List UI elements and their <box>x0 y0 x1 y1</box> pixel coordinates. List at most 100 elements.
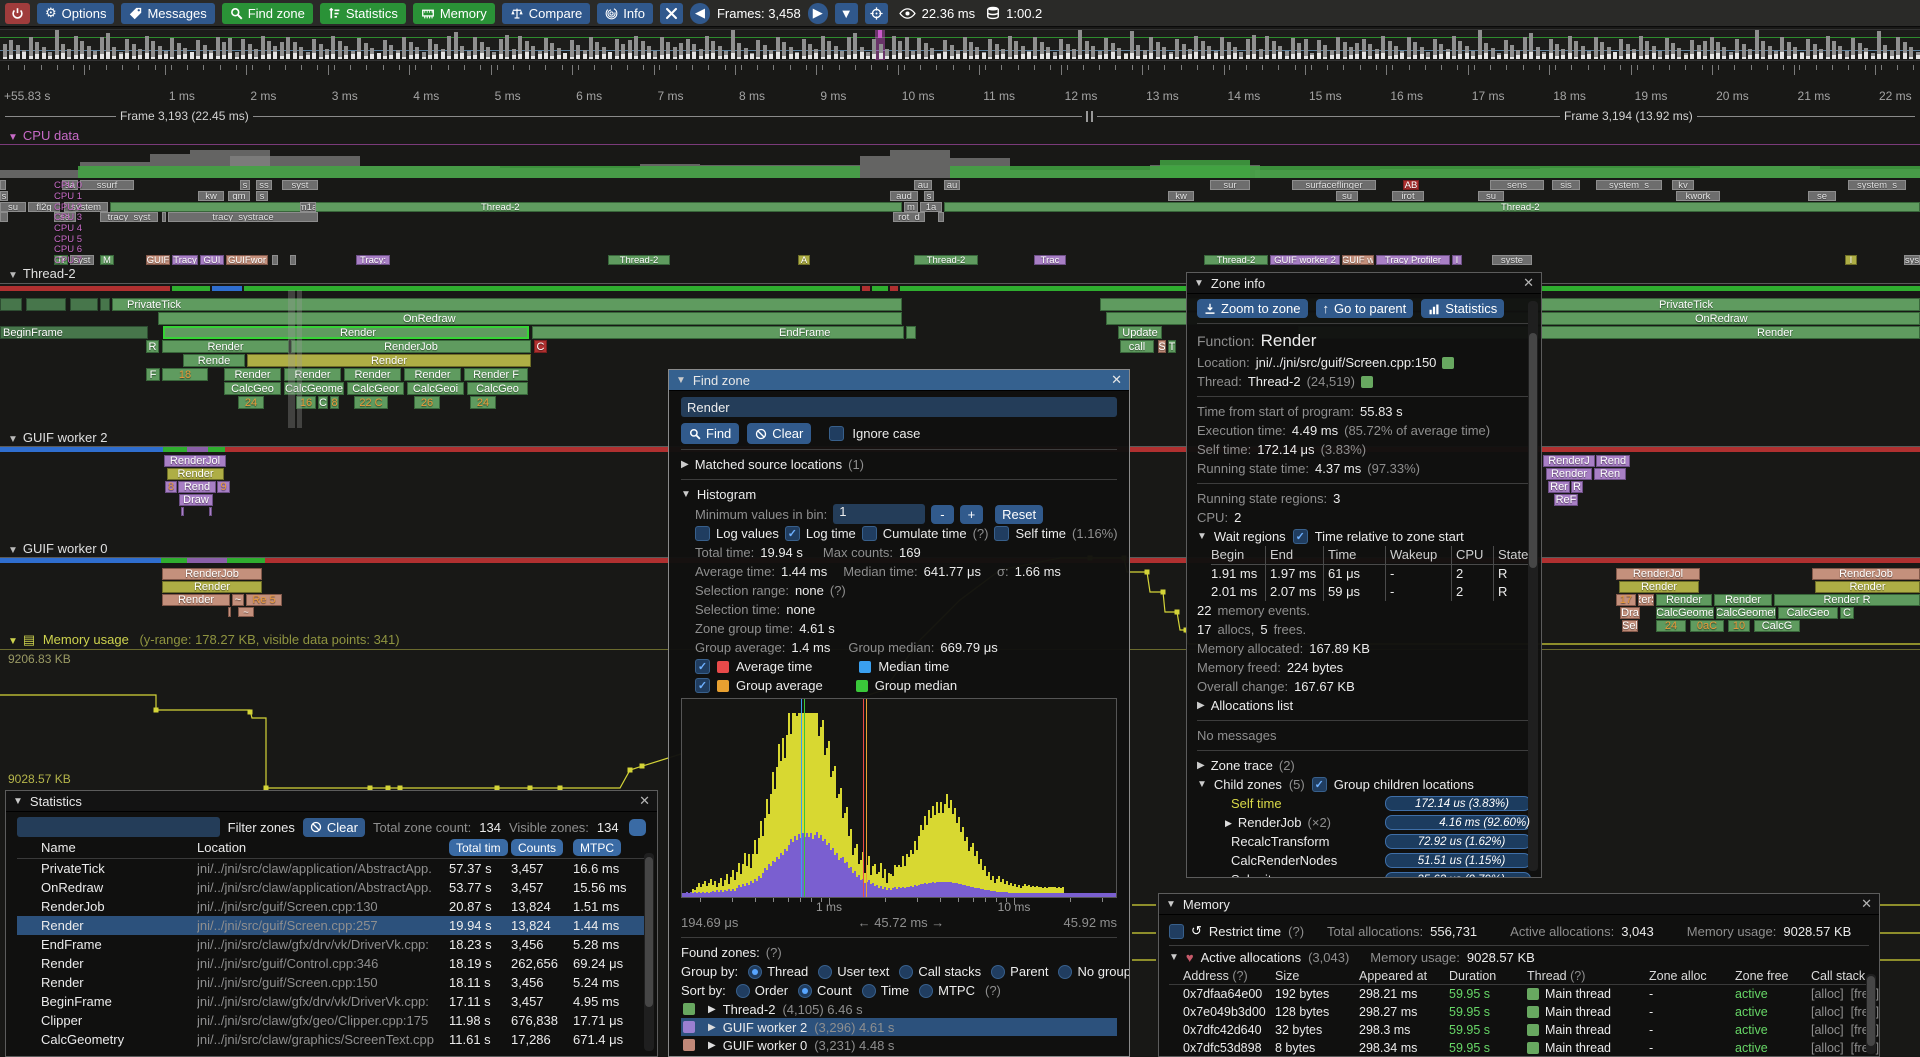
zone[interactable]: CalcGeomet <box>1716 607 1776 619</box>
zone[interactable]: su <box>0 202 26 212</box>
min-bin-input[interactable]: 1 <box>833 504 926 524</box>
zone[interactable]: A <box>798 255 810 265</box>
zone[interactable]: s <box>240 180 250 190</box>
col-thread[interactable]: Thread <box>1527 968 1567 983</box>
zone[interactable]: Render <box>247 354 531 367</box>
child-zone-row[interactable]: ▶ RenderJob (×2) 4.16 ms (92.60%) <box>1225 814 1531 830</box>
allocation-row[interactable]: 0x7dfc53d898 8 bytes 298.34 ms 59.95 s M… <box>1183 1041 1880 1055</box>
allocation-row[interactable]: 0x7dfaa64e00 192 bytes 298.21 ms 59.95 s… <box>1183 987 1880 1001</box>
clear-button[interactable]: Clear <box>747 423 812 444</box>
collapse-icon[interactable]: ▼ <box>1194 277 1204 289</box>
ignore-case-checkbox[interactable]: ✓ <box>829 426 845 441</box>
zone[interactable] <box>162 212 166 222</box>
zone[interactable]: Thread-2 <box>914 255 978 265</box>
table-row[interactable]: CalcGeometry jni/../jni/src/claw/graphic… <box>41 1032 624 1047</box>
zone[interactable]: aud <box>890 191 918 201</box>
histogram-plot[interactable] <box>681 698 1117 898</box>
table-row[interactable]: Render jni/../jni/src/guif/Screen.cpp:15… <box>41 975 620 990</box>
zone[interactable]: Thread-2 <box>110 202 902 212</box>
log-values-checkbox[interactable]: ✓ <box>695 526 710 541</box>
zone[interactable]: RenderJob <box>162 568 262 580</box>
zone[interactable]: OnRedraw <box>158 312 902 325</box>
zone[interactable]: Rende <box>183 354 245 367</box>
table-row[interactable]: Render jni/../jni/src/guif/Screen.cpp:25… <box>17 916 646 935</box>
zone[interactable]: Render <box>1714 594 1772 606</box>
zone[interactable]: 26 <box>414 396 440 409</box>
zone[interactable]: Render <box>162 340 289 353</box>
allocation-row[interactable]: 0x7e049b3d00 128 bytes 298.27 ms 59.95 s… <box>1183 1005 1880 1019</box>
clear-filter-button[interactable]: Clear <box>302 817 365 837</box>
zone[interactable]: 10 <box>1728 620 1750 632</box>
zone[interactable]: fl2g <box>28 202 60 212</box>
zone[interactable]: s <box>924 191 934 201</box>
zone[interactable]: RenderJ <box>1543 455 1595 467</box>
zone[interactable]: PrivateTick <box>112 298 902 311</box>
zone[interactable]: CalcGeo <box>1778 607 1838 619</box>
close-icon[interactable]: ✕ <box>1111 372 1122 387</box>
group-by-radio[interactable]: No groupi <box>1058 964 1129 979</box>
histogram-section[interactable]: ▼ Histogram <box>681 487 757 502</box>
found-zone-group[interactable]: ▶ GUIF worker 1 (3,192) 4.39 s <box>681 1054 1117 1057</box>
zone[interactable]: R <box>146 340 159 353</box>
table-row[interactable]: RenderJob jni/../jni/src/guif/Screen.cpp… <box>41 899 620 914</box>
zone[interactable]: sys <box>1904 255 1920 265</box>
group-by-radio[interactable]: User text <box>818 964 889 979</box>
table-row[interactable]: Render jni/../jni/src/guif/Control.cpp:3… <box>41 956 624 971</box>
time-ruler[interactable]: +55.83 s 1 ms 2 ms 3 ms 4 ms 5 ms 6 ms 7 ms 8 m… <box>0 63 1920 107</box>
find-zone-button[interactable]: Find zone <box>221 2 313 24</box>
filter-input[interactable] <box>17 817 220 837</box>
bin-reset-button[interactable]: Reset <box>995 504 1044 524</box>
zone[interactable]: Trac <box>1034 255 1066 265</box>
found-zone-group[interactable]: ▶ Thread-2 (4,105) 6.46 s <box>681 1000 1117 1018</box>
scrollbar[interactable] <box>1866 974 1876 1054</box>
zone[interactable]: 16 <box>296 396 316 409</box>
zone[interactable] <box>228 607 231 617</box>
next-frame-button[interactable]: ▶ <box>807 2 828 24</box>
zone[interactable]: m <box>904 202 918 212</box>
find-zone-titlebar[interactable]: ▼ Find zone ✕ <box>669 370 1129 391</box>
zone[interactable]: RenderJol <box>164 455 226 467</box>
power-button[interactable] <box>5 2 30 24</box>
collapse-icon[interactable]: ▼ <box>676 374 686 386</box>
zone[interactable]: GUIF w <box>1342 255 1374 265</box>
col-name[interactable]: Name <box>41 840 76 855</box>
zone[interactable]: RerS <box>1638 594 1654 606</box>
cumulate-time-checkbox[interactable]: ✓ <box>861 526 877 541</box>
zone-info-titlebar[interactable]: ▼ Zone info ✕ <box>1187 273 1541 294</box>
zone[interactable]: Re 5 <box>246 594 282 606</box>
guif-worker0-header[interactable]: ▼ GUIF worker 0 <box>8 541 108 556</box>
zone[interactable] <box>906 326 916 339</box>
go-to-parent-button[interactable]: ↑ Go to parent <box>1315 299 1414 318</box>
zone[interactable] <box>100 298 110 311</box>
zone[interactable]: su <box>1478 191 1504 201</box>
zone[interactable]: Tracy <box>172 255 198 265</box>
zone[interactable]: I <box>1845 255 1857 265</box>
zone[interactable]: call <box>1120 340 1154 353</box>
zone[interactable]: Tr <box>54 255 68 265</box>
zone[interactable]: ss <box>256 180 272 190</box>
zone[interactable]: ~ <box>232 594 244 606</box>
zone[interactable]: m1a <box>300 202 316 212</box>
col-appeared-at[interactable]: Appeared at <box>1359 968 1428 983</box>
zone[interactable]: Render <box>1546 468 1592 480</box>
zone[interactable] <box>0 212 8 222</box>
table-row[interactable]: EndFrame jni/../jni/src/claw/gfx/drv/vk/… <box>41 937 620 952</box>
zone[interactable]: CalcGeo <box>224 382 281 395</box>
group-by-radio[interactable]: Thread <box>748 964 808 979</box>
zone[interactable]: 18 <box>162 368 208 381</box>
zone[interactable]: syste <box>1492 255 1532 265</box>
frame-dropdown-button[interactable]: ▼ <box>834 2 858 24</box>
zone[interactable]: Rend <box>1596 455 1630 467</box>
child-zones-section[interactable]: ▼ Child zones (5) ✓ Group children locati… <box>1197 776 1474 792</box>
col-total-time[interactable]: Total tim <box>449 839 508 856</box>
zone[interactable] <box>70 298 98 311</box>
zone[interactable]: RenderJob <box>1812 568 1920 580</box>
zone[interactable] <box>209 507 212 516</box>
zone[interactable]: se <box>54 212 76 222</box>
zone[interactable]: GUI <box>200 255 224 265</box>
close-icon[interactable]: ✕ <box>1861 896 1872 911</box>
col-call-stack[interactable]: Call stack <box>1811 968 1866 983</box>
zone[interactable]: 8 <box>165 481 177 493</box>
found-zone-group[interactable]: ▶ GUIF worker 2 (3,296) 4.61 s <box>681 1018 1117 1036</box>
zone[interactable]: Render <box>163 326 529 339</box>
